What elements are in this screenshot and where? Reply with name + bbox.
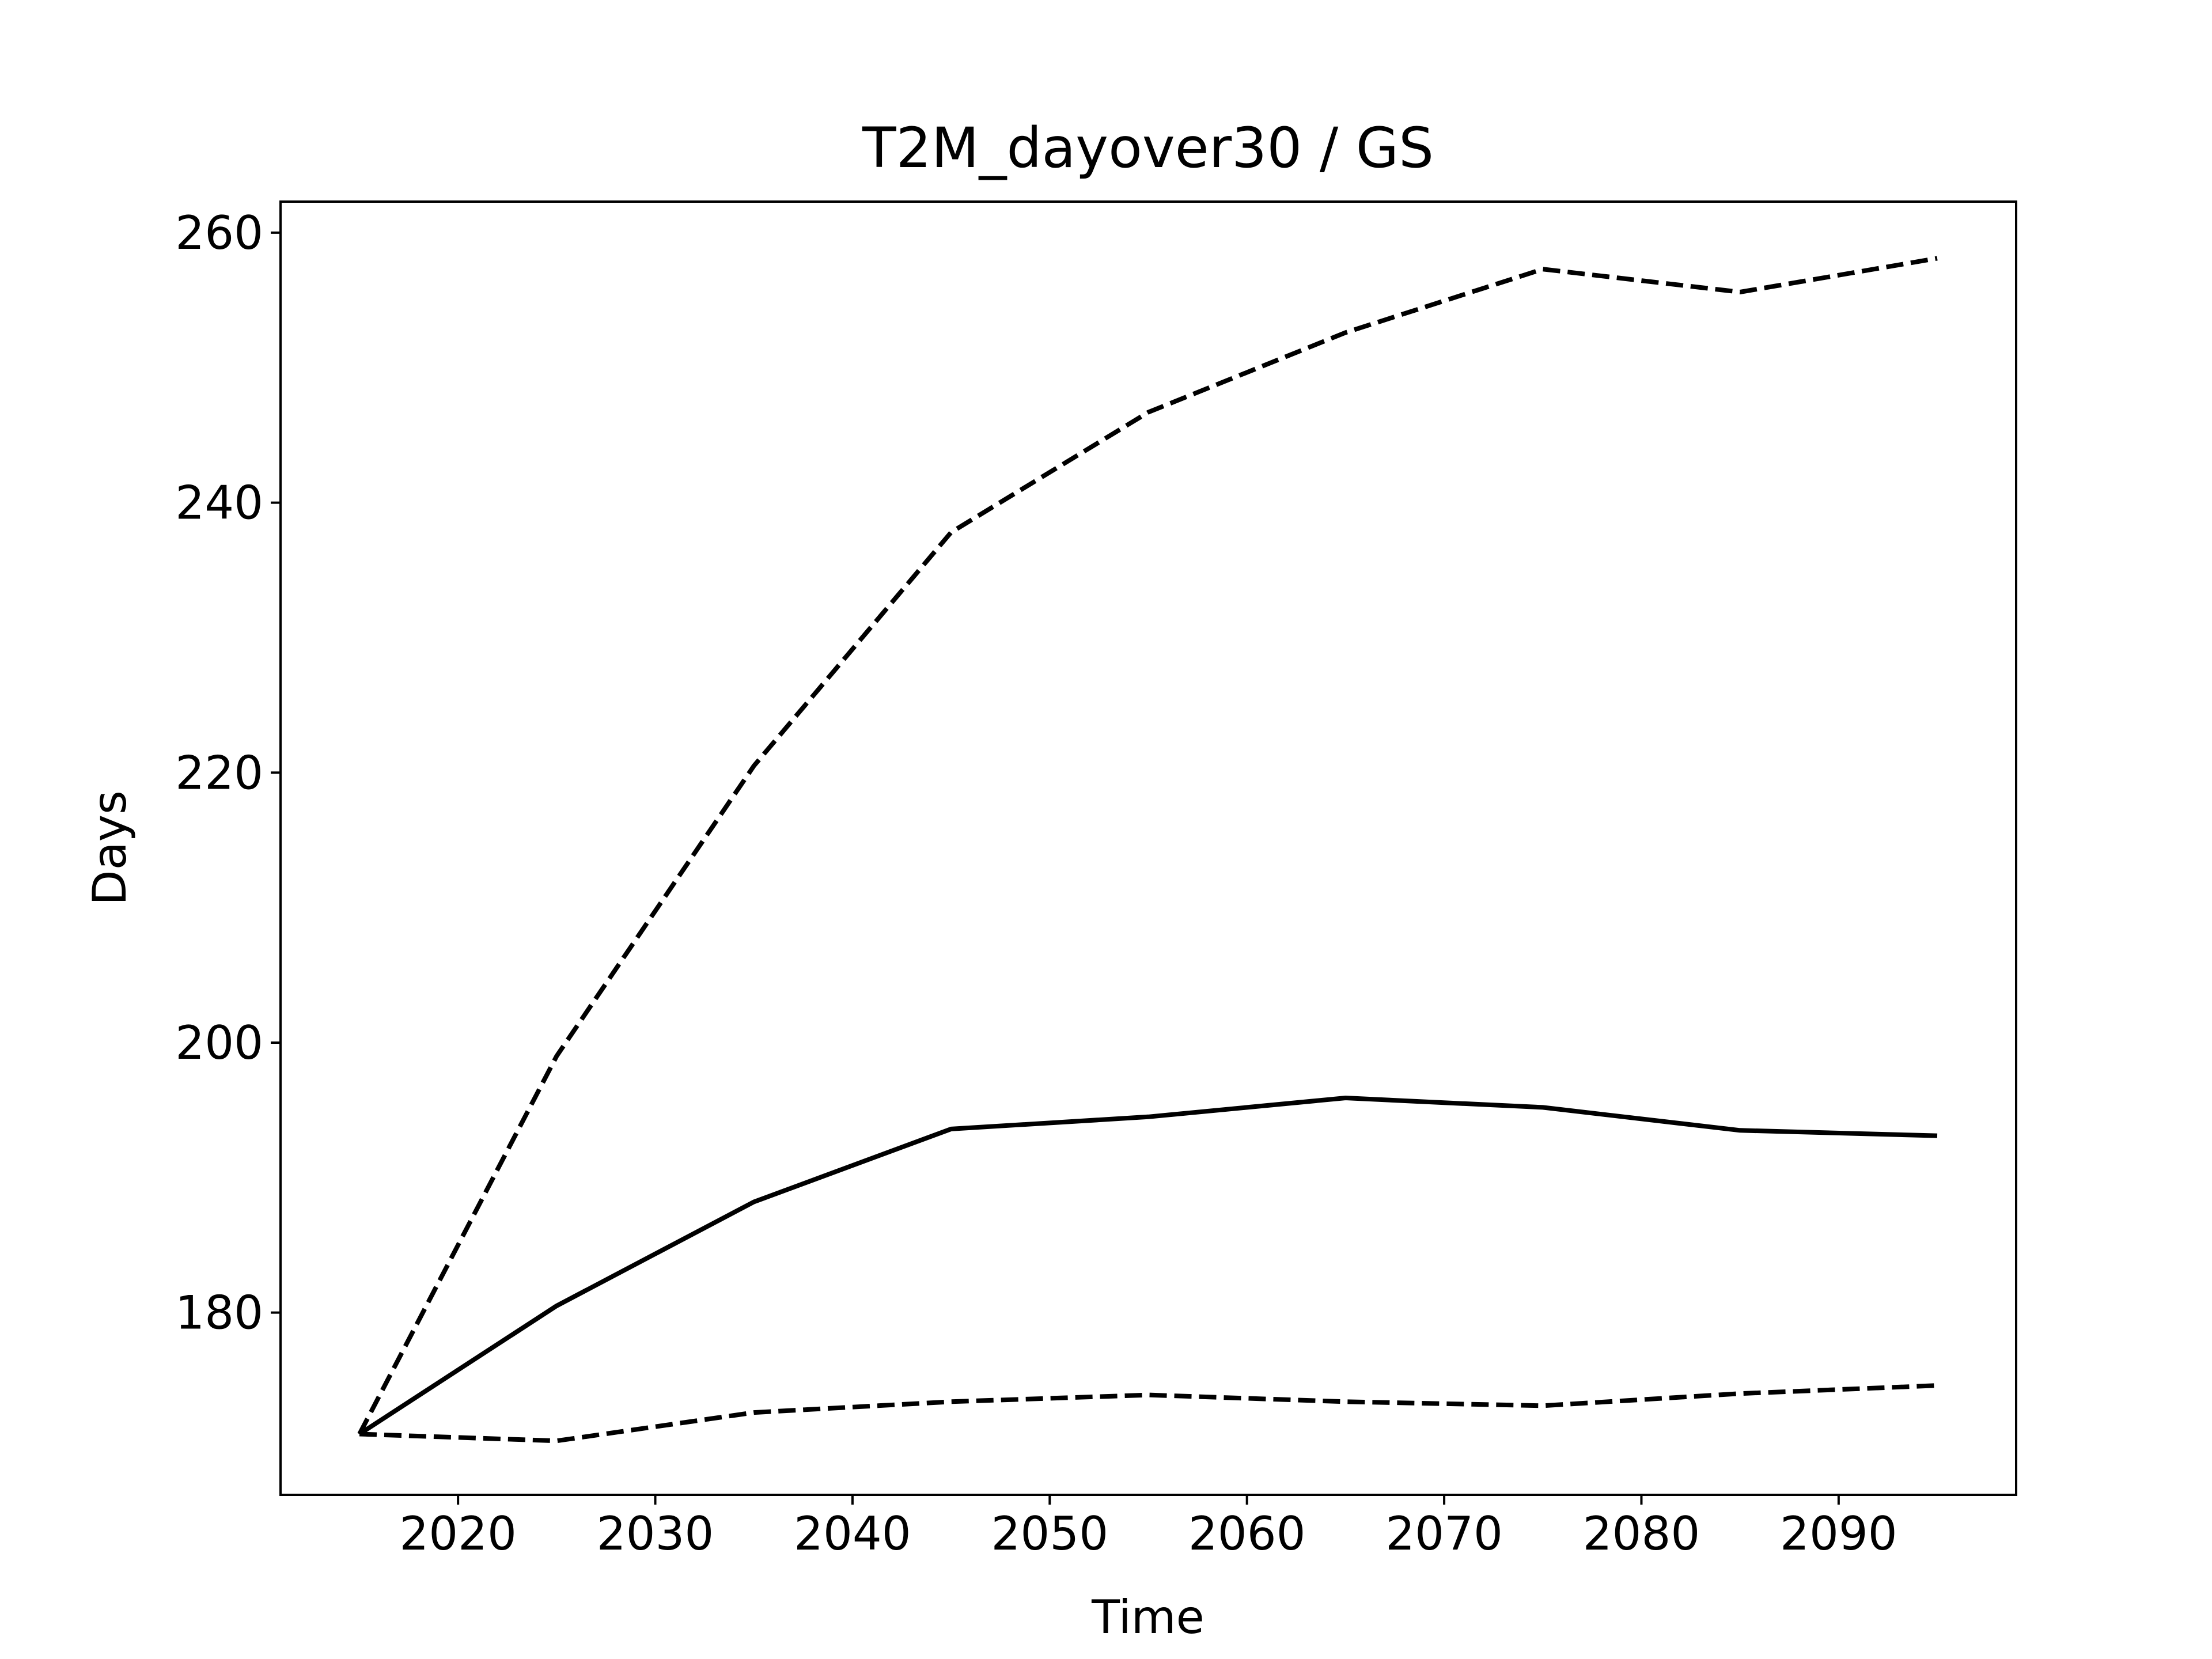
x-tick-label: 2090: [1780, 1507, 1897, 1560]
y-tick-label: 180: [175, 1286, 263, 1340]
x-tick-label: 2020: [399, 1507, 517, 1560]
x-tick-label: 2040: [794, 1507, 911, 1560]
x-tick-label: 2050: [991, 1507, 1109, 1560]
x-tick-label: 2070: [1385, 1507, 1503, 1560]
y-tick-label: 260: [175, 206, 263, 260]
x-axis-ticks: 2020 2030 2040 2050 2060 2070 2080 2090: [399, 1495, 1897, 1560]
y-tick-label: 220: [175, 746, 263, 800]
y-axis-ticks: 180 200 220 240 260: [175, 206, 281, 1340]
chart-title: T2M_dayover30 / GS: [862, 116, 1434, 180]
x-tick-label: 2080: [1583, 1507, 1700, 1560]
series-lines: [357, 256, 1938, 1444]
y-axis-label: Days: [83, 790, 137, 906]
series-line-2: [357, 256, 1938, 1435]
plot-frame: [279, 200, 2017, 1496]
series-line-1: [358, 1096, 1938, 1436]
series-line-3: [359, 1383, 1938, 1444]
x-tick-label: 2030: [597, 1507, 714, 1560]
y-tick-label: 200: [175, 1016, 263, 1070]
y-tick-label: 240: [175, 476, 263, 530]
x-axis-label: Time: [1091, 1590, 1205, 1644]
x-tick-label: 2060: [1188, 1507, 1306, 1560]
